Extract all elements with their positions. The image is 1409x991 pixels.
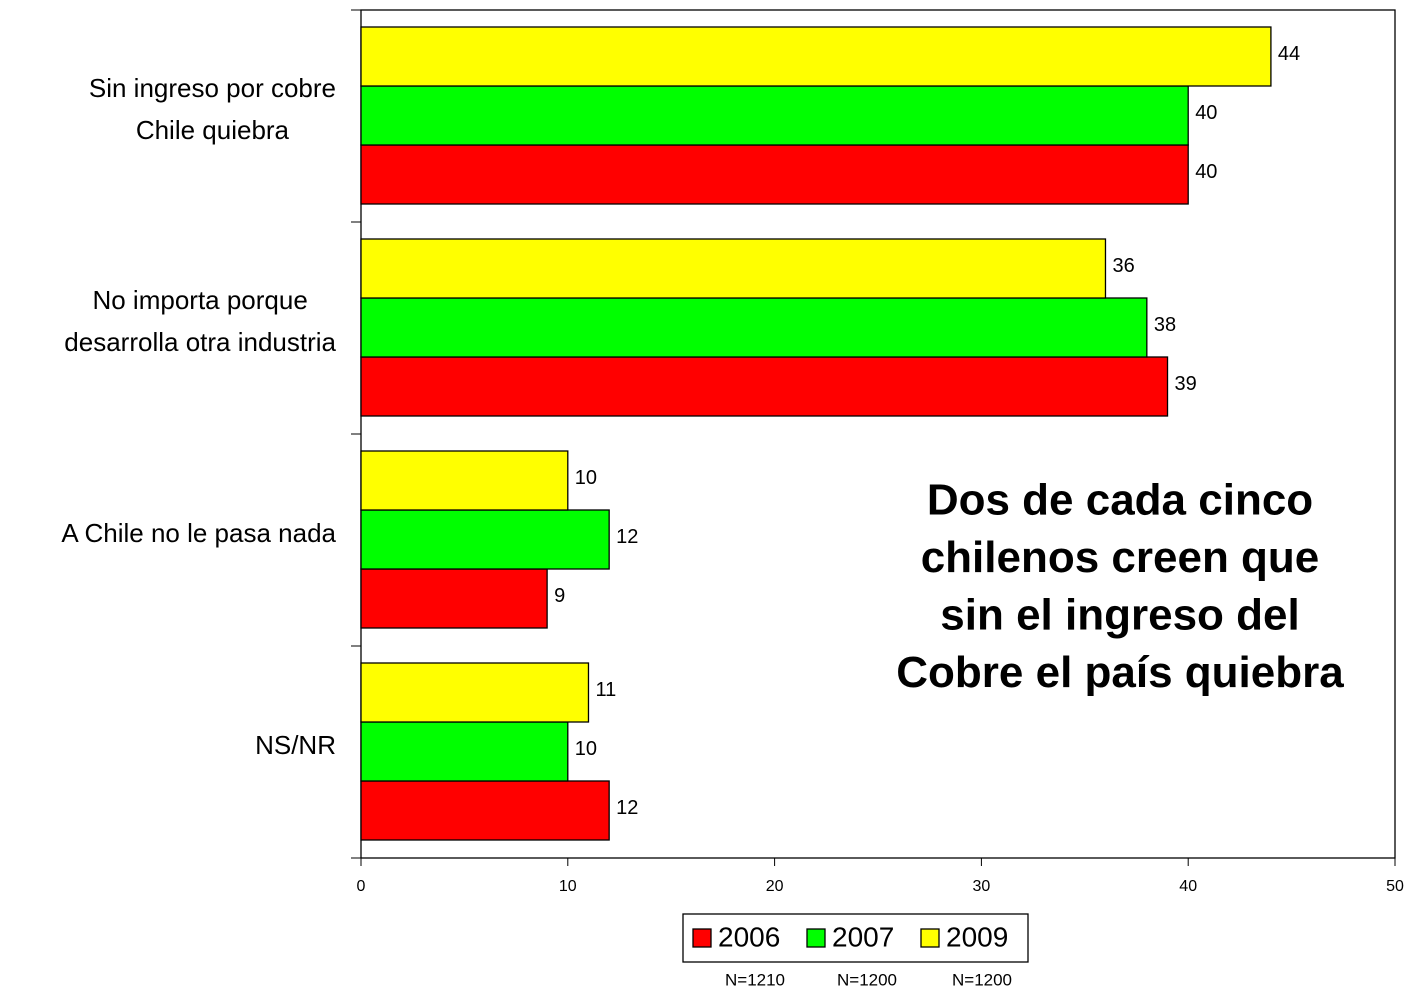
x-tick-label: 0 [357,878,366,895]
value-label: 40 [1195,161,1217,183]
bar [360,356,1169,417]
bar [360,144,1189,205]
bar [360,662,590,723]
annotation: chilenos creen que [921,533,1320,582]
legend-label: 2009 [946,921,1008,952]
bar [360,780,610,841]
value-label: 36 [1112,255,1134,277]
bar [360,721,569,782]
category-label: A Chile no le pasa nada [61,518,336,548]
annotation: Cobre el país quiebra [896,648,1344,697]
category-label: Sin ingreso por cobre [89,73,336,103]
bar [360,26,1272,87]
annotation: Dos de cada cinco [927,476,1313,525]
category-label: No importa porque [92,285,307,315]
legend-label: 2007 [832,921,894,952]
legend-label: 2006 [718,921,780,952]
bar [360,297,1148,358]
category-label: Chile quiebra [136,115,290,145]
value-label: 11 [595,679,616,701]
x-tick-label: 30 [973,878,991,895]
sample-note: N=1200 [952,970,1012,989]
value-label: 10 [575,738,597,760]
bar [360,509,610,570]
category-label: desarrolla otra industria [64,327,336,357]
legend-swatch [806,928,826,948]
legend-box [682,913,1029,963]
bar [360,238,1107,299]
x-tick-label: 50 [1386,878,1404,895]
x-tick-label: 10 [559,878,577,895]
value-label: 44 [1278,43,1300,65]
sample-note: N=1200 [837,970,897,989]
value-label: 40 [1195,102,1217,124]
bar [360,568,548,629]
bar [360,450,569,511]
sample-note: N=1210 [725,970,785,989]
category-label: NS/NR [255,730,336,760]
value-label: 12 [616,797,638,819]
legend-swatch [692,928,712,948]
value-label: 10 [575,467,597,489]
value-label: 9 [554,585,565,607]
value-label: 39 [1175,373,1197,395]
legend-swatch [920,928,940,948]
value-label: 12 [616,526,638,548]
bar [360,85,1189,146]
value-label: 38 [1154,314,1176,336]
x-tick-label: 20 [766,878,784,895]
annotation: sin el ingreso del [940,591,1299,640]
x-tick-label: 40 [1179,878,1197,895]
